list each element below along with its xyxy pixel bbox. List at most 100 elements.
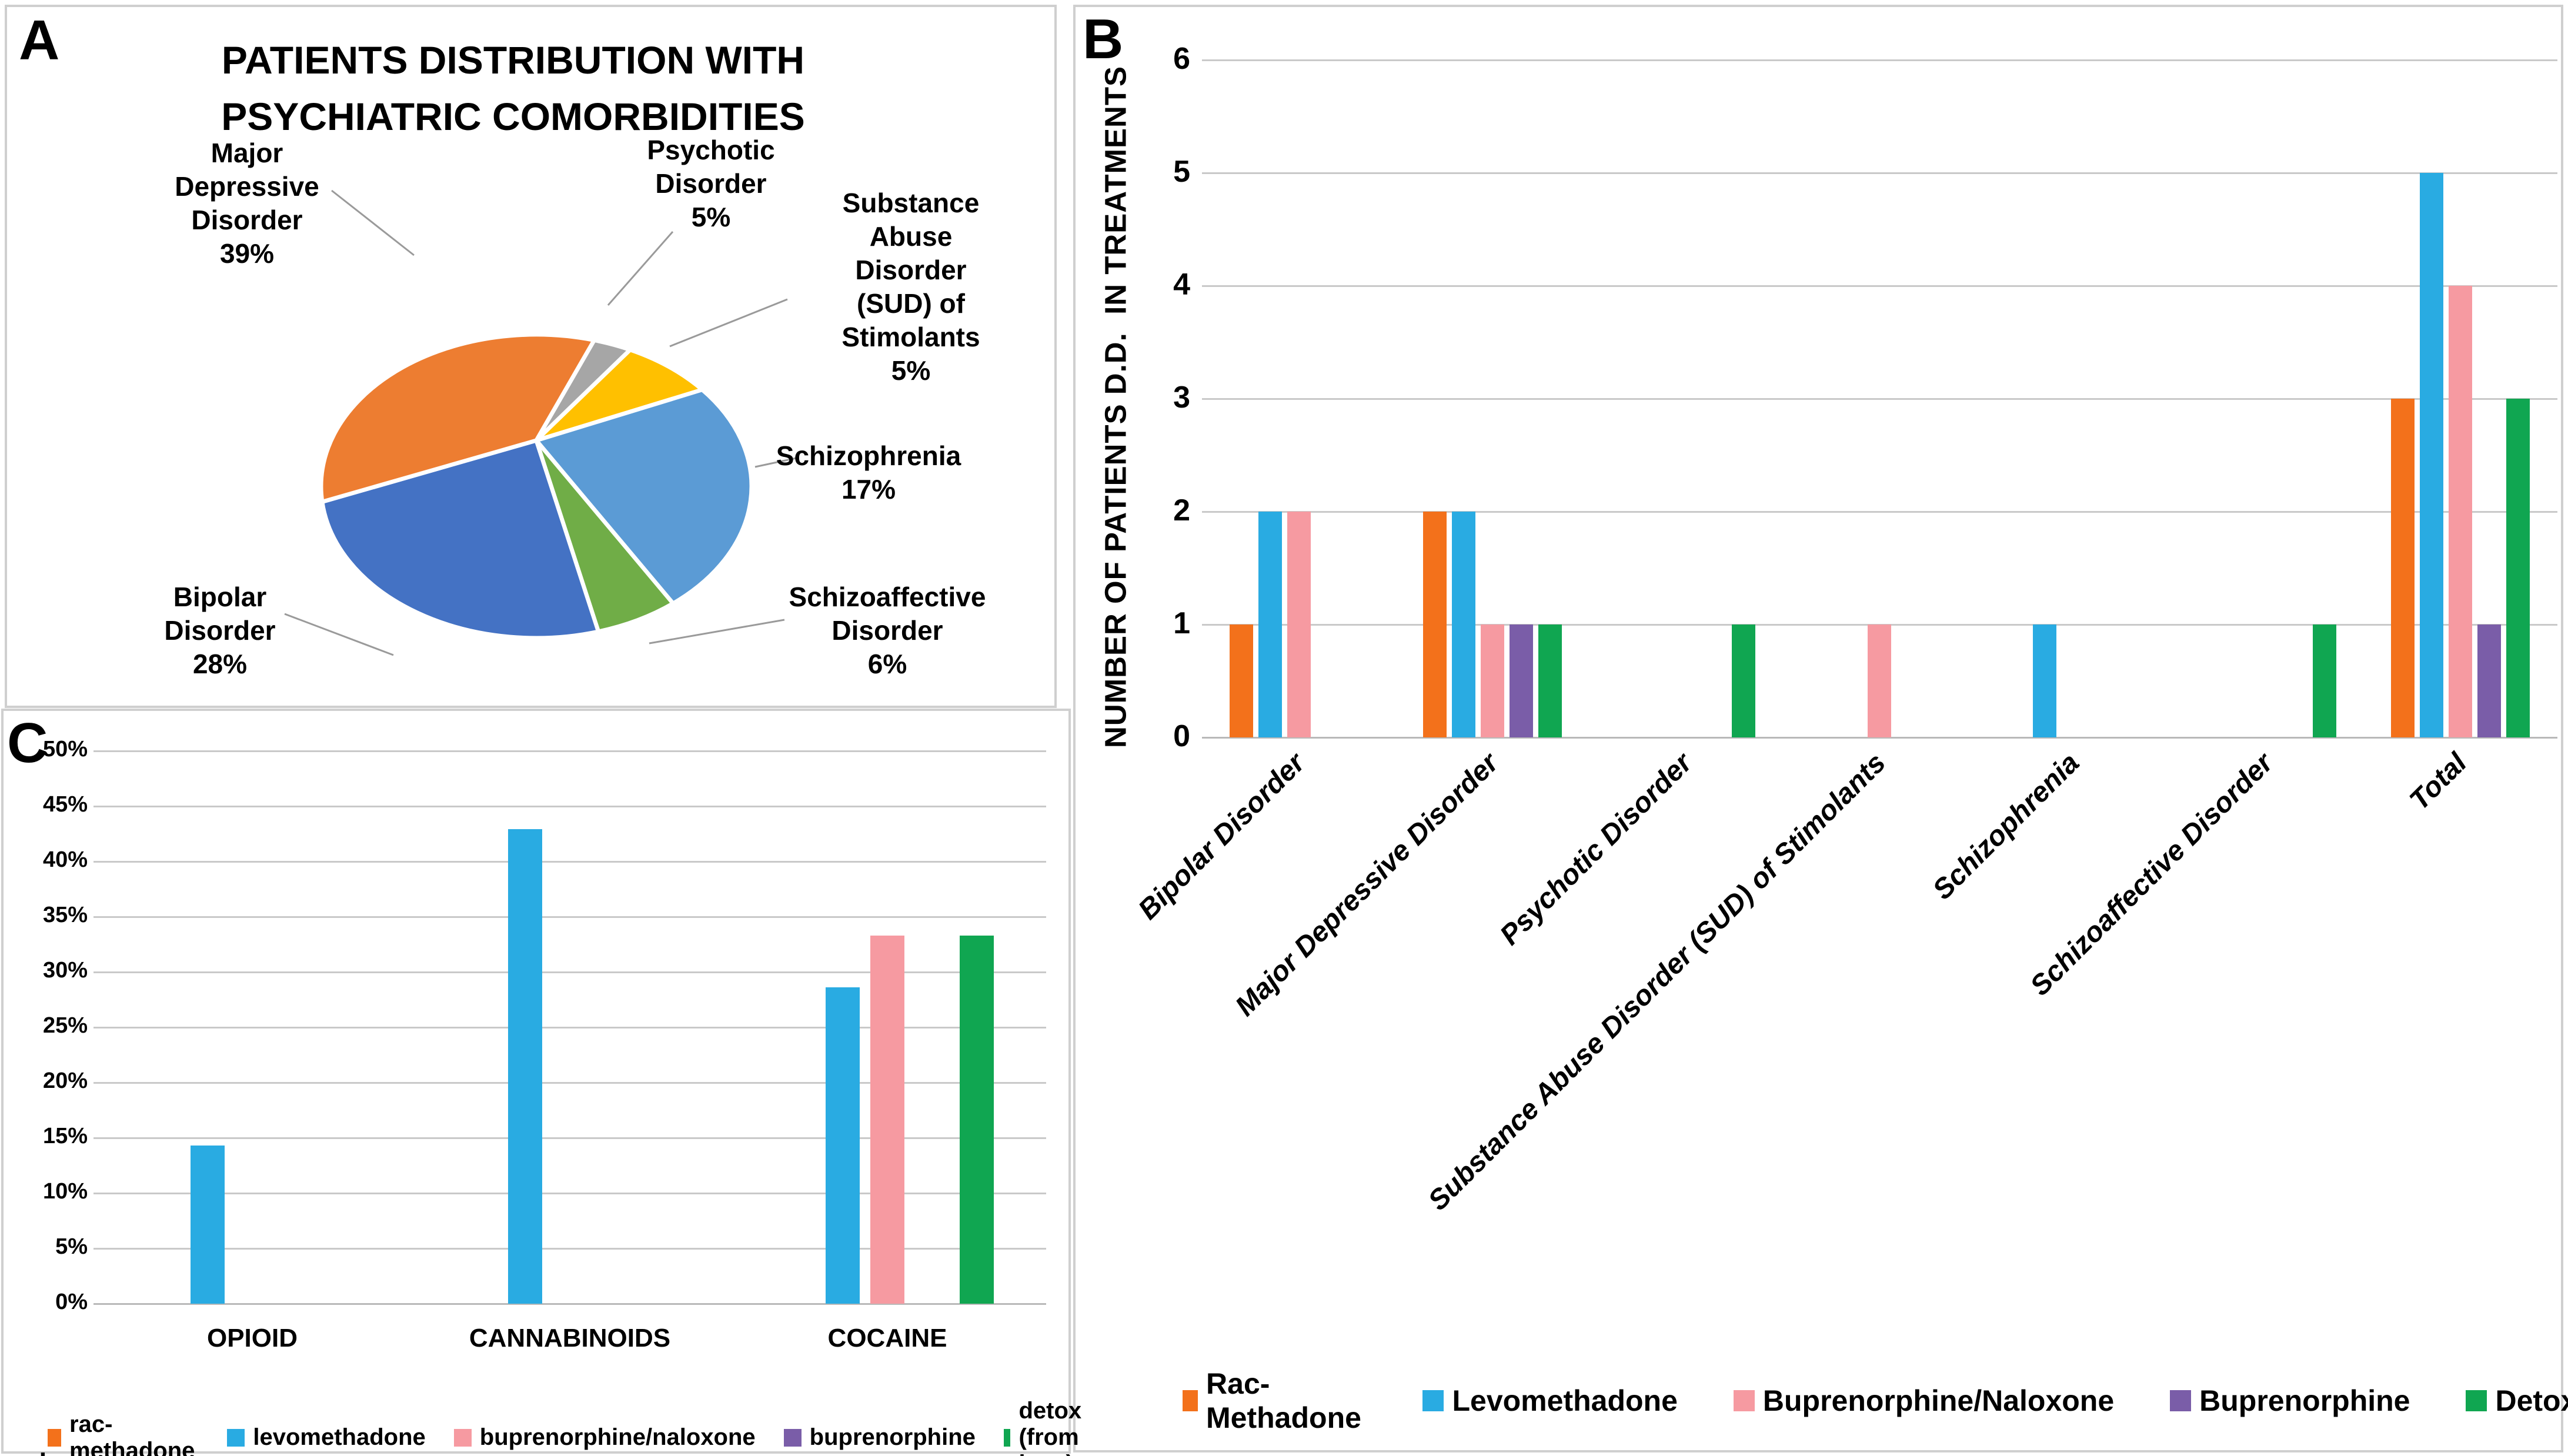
pie-slice-substance-abuse-disorder-sud-of-stimolants	[534, 348, 704, 443]
bar-buprenorphine-major-depressive-disorder	[1509, 625, 1533, 737]
y-tick-50: 50%	[42, 737, 88, 762]
pie-label-schizophrenia: Schizophrenia 17%	[742, 439, 995, 506]
gridline-3	[1202, 398, 2557, 400]
pie-label-bipolar-disorder: Bipolar Disorder 28%	[120, 580, 320, 681]
pie-label-line: Abuse	[869, 221, 953, 252]
gridline-4	[1202, 285, 2557, 287]
legend: rac-methadone levomethadone buprenorphine/…	[48, 1398, 1081, 1456]
pie-label-psychotic-disorder: Psychotic Disorder 5%	[605, 133, 817, 234]
y-tick-5: 5	[1173, 154, 1190, 189]
legend-swatch-detox-from-levo	[1003, 1428, 1011, 1447]
legend-label: Detox	[2495, 1384, 2568, 1417]
legend-swatch-buprenorphine	[783, 1428, 802, 1447]
legend-swatch-buprenorphine-naloxone	[1733, 1390, 1755, 1411]
legend-label: Rac-Methadone	[1206, 1367, 1361, 1434]
bar-buprenorphine-naloxone-bipolar-disorder	[1287, 512, 1311, 737]
legend-item-detox-from-levo: detox (from levo)	[1003, 1398, 1093, 1456]
y-tick-15: 15%	[42, 1124, 88, 1149]
gridline-10	[93, 1193, 1046, 1194]
pie-label-major-depressive-disorder: Major Depressive Disorder 39%	[123, 136, 370, 271]
legend-item-rac-methadone: rac-methadone	[48, 1411, 199, 1456]
legend-item-buprenorphine-naloxone: buprenorphine/naloxone	[453, 1424, 756, 1451]
bar-buprenorphine-naloxone-major-depressive-disorder	[1480, 625, 1504, 737]
legend-label: Buprenorphine/Naloxone	[1762, 1384, 2115, 1417]
legend-label: Levomethadone	[1452, 1384, 1678, 1417]
legend: Rac-Methadone Levomethadone Buprenorphine/…	[1182, 1367, 2568, 1435]
legend-item-buprenorphine: buprenorphine	[783, 1424, 976, 1451]
bar-detox-from-levo-cocaine	[960, 935, 994, 1304]
bar-rac-methadone-major-depressive-disorder	[1422, 512, 1447, 737]
bar-levomethadone-opioid	[191, 1146, 225, 1304]
gridline-45	[93, 806, 1046, 807]
pie-leader-line-3	[754, 457, 797, 468]
pie-label-line: Major	[211, 138, 283, 168]
pie-label-line: Schizophrenia	[776, 440, 961, 471]
legend-label: buprenorphine/naloxone	[479, 1424, 756, 1450]
pie-chart-title: PATIENTS DISTRIBUTION WITH PSYCHIATRIC C…	[7, 32, 1019, 145]
bar-levomethadone-total	[2420, 173, 2444, 737]
y-tick-25: 25%	[42, 1013, 88, 1038]
pie-label-line: Psychotic	[647, 135, 775, 165]
pie-leader-line-5	[284, 613, 394, 656]
gridline-20	[93, 1082, 1046, 1084]
x-label-psychotic-disorder: Psychotic Disorder	[1494, 747, 1698, 951]
x-label-opioid: OPIOID	[206, 1324, 298, 1353]
pie-label-line: Disorder	[191, 205, 303, 235]
x-label-bipolar-disorder: Bipolar Disorder	[1132, 747, 1311, 926]
y-tick-10: 10%	[42, 1179, 88, 1204]
y-tick-40: 40%	[42, 847, 88, 873]
panel-bar-urinary: C PERCENTAGE OF URINARY POSITIVITY IN PA…	[1, 709, 1081, 1456]
legend-swatch-detox	[2466, 1390, 2487, 1411]
panel-bar-treatments: B NUMBER OF PATIENTS D.D. IN TREATMENTS …	[1073, 5, 2568, 1452]
gridline-2	[1202, 511, 2557, 513]
panel-letter-b: B	[1083, 8, 1124, 71]
legend-swatch-buprenorphine-naloxone	[453, 1428, 472, 1447]
y-tick-45: 45%	[42, 792, 88, 817]
pie-slice-major-depressive-disorder	[319, 332, 596, 504]
legend-item-detox: Detox	[2466, 1384, 2568, 1418]
y-tick-20: 20%	[42, 1068, 88, 1094]
legend-label: buprenorphine	[809, 1424, 976, 1450]
y-tick-2: 2	[1173, 493, 1190, 527]
bar-levomethadone-cannabinoids	[508, 829, 542, 1304]
gridline-0	[1202, 737, 2557, 739]
pie-slice-schizophrenia	[534, 388, 754, 606]
x-label-total: Total	[2403, 747, 2473, 816]
pie-label-line: Stimolants	[841, 322, 980, 352]
x-label-cocaine: COCAINE	[827, 1324, 947, 1353]
legend-label: levomethadone	[253, 1424, 426, 1450]
x-label-substance-abuse-disorder-sud-of-stimolants: Substance Abuse Disorder (SUD) of Stimol…	[1422, 747, 1892, 1217]
bar-detox-schizoaffective-disorder	[2313, 625, 2336, 737]
bar-buprenorphine-naloxone-substance-abuse-disorder-sud-of-stimolants	[1868, 625, 1892, 737]
pie-label-line: Disorder	[831, 615, 943, 646]
legend-item-rac-methadone: Rac-Methadone	[1182, 1367, 1367, 1435]
legend-item-buprenorphine-naloxone: Buprenorphine/Naloxone	[1733, 1384, 2115, 1418]
pie-leader-line-0	[331, 189, 415, 256]
gridline-0	[93, 1303, 1046, 1305]
y-tick-0: 0%	[55, 1290, 88, 1315]
bar-levomethadone-major-depressive-disorder	[1451, 512, 1475, 737]
y-tick-3: 3	[1173, 380, 1190, 415]
y-tick-4: 4	[1173, 267, 1190, 302]
pie-slice-schizoaffective-disorder	[534, 438, 676, 634]
x-label-schizophrenia: Schizophrenia	[1926, 747, 2086, 906]
bar-detox-psychotic-disorder	[1732, 625, 1756, 737]
bar-levomethadone-bipolar-disorder	[1258, 512, 1282, 737]
legend-swatch-levomethadone	[227, 1428, 245, 1447]
gridline-50	[93, 750, 1046, 752]
y-tick-30: 30%	[42, 958, 88, 983]
bar-rac-methadone-total	[2391, 399, 2415, 737]
gridline-5	[1202, 172, 2557, 174]
panel-letter-a: A	[19, 9, 60, 72]
pie-svg	[284, 189, 797, 656]
gridline-6	[1202, 59, 2557, 61]
bar-buprenorphine-naloxone-total	[2449, 286, 2473, 737]
pie-leader-line-1	[607, 231, 674, 306]
pie-title-line-2: PSYCHIATRIC COMORBIDITIES	[221, 95, 805, 138]
legend-swatch-buprenorphine	[2170, 1390, 2192, 1411]
legend-item-levomethadone: levomethadone	[227, 1424, 426, 1451]
gridline-5	[93, 1248, 1046, 1250]
x-label-cannabinoids: CANNABINOIDS	[469, 1324, 671, 1353]
y-tick-0: 0	[1173, 719, 1190, 753]
